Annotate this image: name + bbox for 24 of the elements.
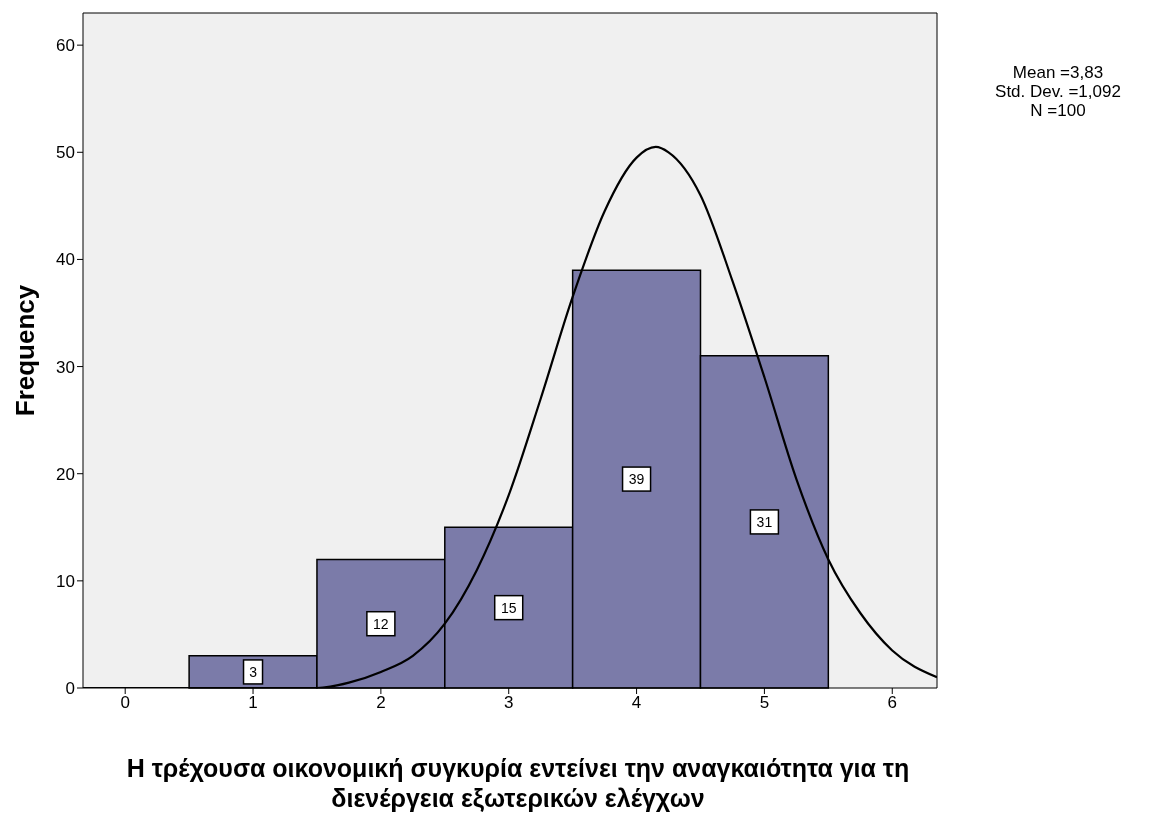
text: Std. Dev. =1,092 bbox=[994, 82, 1122, 101]
data-label: 31 bbox=[756, 513, 773, 530]
y-tick-label: 60 bbox=[56, 36, 75, 56]
y-tick-label: 50 bbox=[56, 143, 75, 163]
text: N =100 bbox=[1029, 101, 1087, 120]
text: Mean =3,83 bbox=[1011, 63, 1105, 82]
x-tick-label: 3 bbox=[503, 693, 514, 713]
y-tick-label: 20 bbox=[56, 464, 75, 484]
y-tick-label: 0 bbox=[65, 679, 75, 699]
x-tick-label: 5 bbox=[759, 693, 770, 713]
data-label: 15 bbox=[500, 599, 517, 616]
x-axis-title: Η τρέχουσα οικονομική συγκυρία εντείνει την αναγκαιότητα για τη διενέργεια εξωτερικών ελέγχων bbox=[125, 753, 911, 813]
x-tick-label: 1 bbox=[248, 693, 258, 713]
data-label: 3 bbox=[249, 663, 258, 680]
x-tick-label: 4 bbox=[631, 693, 642, 713]
y-tick-label: 40 bbox=[56, 250, 75, 270]
y-tick-label: 10 bbox=[56, 571, 75, 591]
x-tick-label: 0 bbox=[120, 693, 130, 713]
x-tick-label: 6 bbox=[887, 693, 897, 713]
data-label: 39 bbox=[628, 471, 645, 488]
data-label: 12 bbox=[373, 615, 389, 632]
x-tick-label: 2 bbox=[376, 693, 386, 713]
y-tick-label: 30 bbox=[56, 357, 75, 377]
y-axis-title: Frequency bbox=[10, 284, 41, 417]
